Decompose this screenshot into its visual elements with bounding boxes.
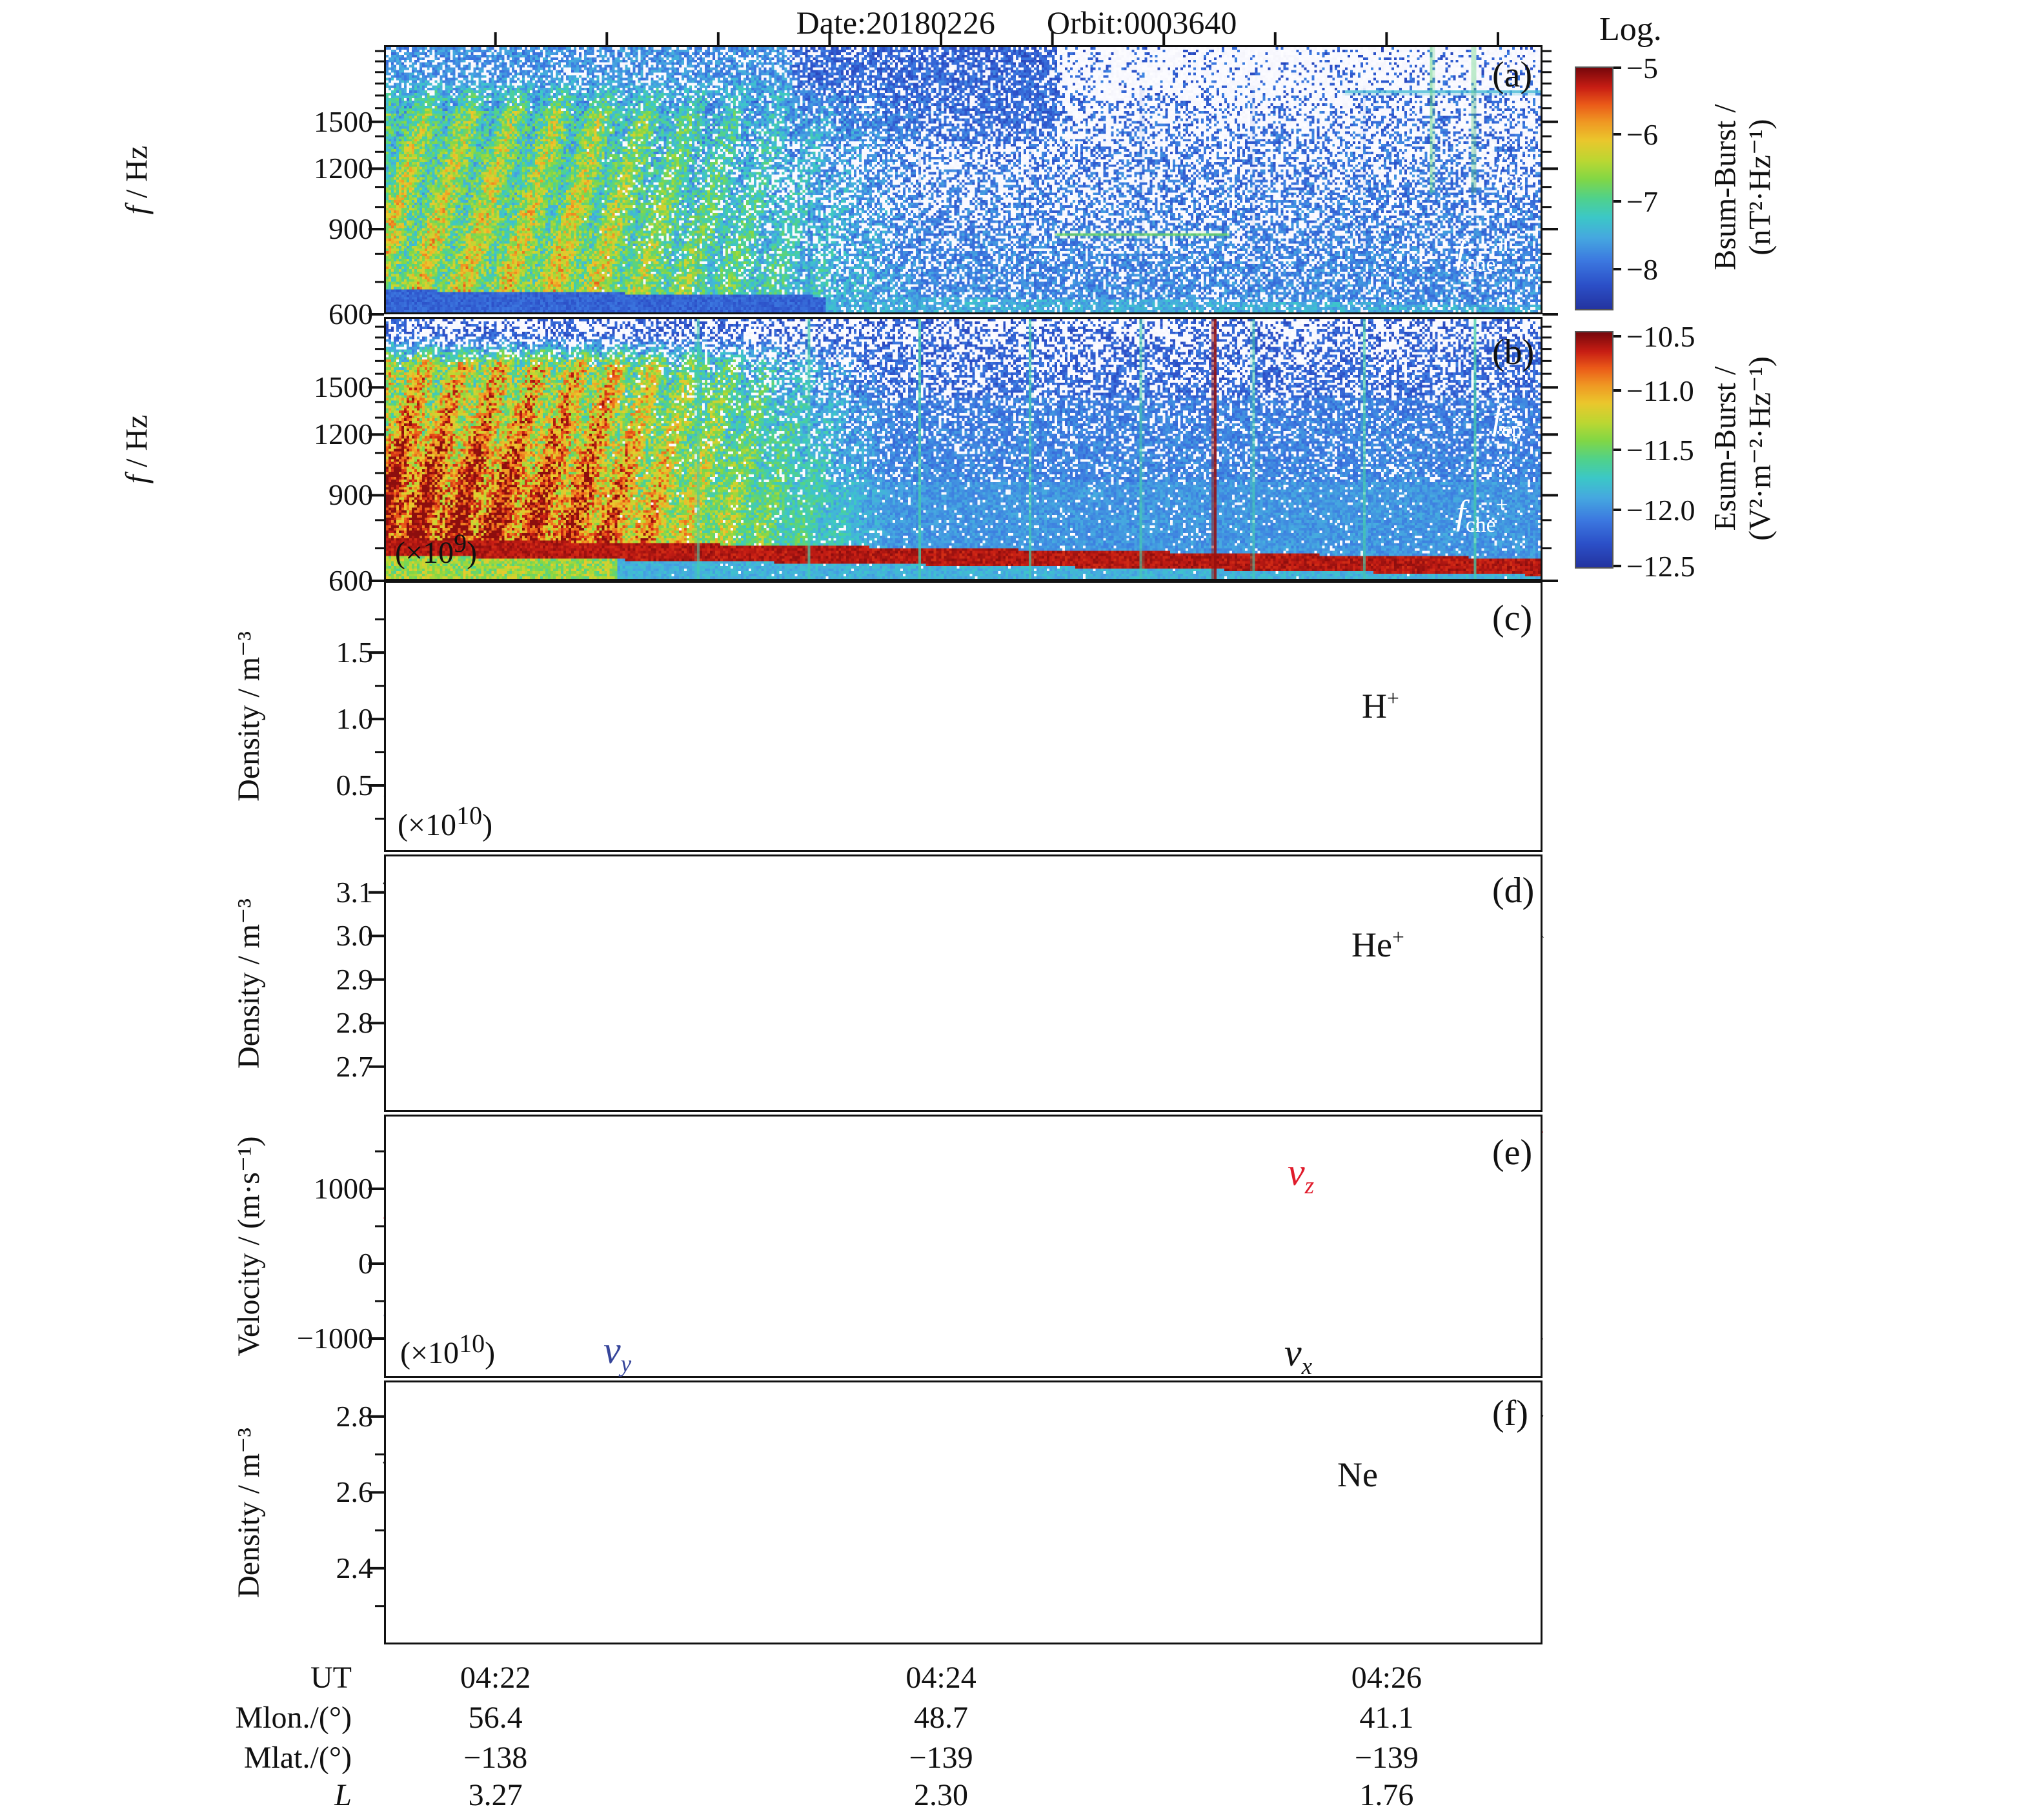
colorbar-a bbox=[1575, 66, 1613, 310]
annotation-e-2: vy bbox=[603, 1329, 632, 1377]
annotation-b-1: fche+ bbox=[1456, 493, 1508, 537]
colorbar-label-a: Bsum-Burst / (nT²·Hz⁻¹) bbox=[1708, 104, 1777, 270]
panel-c bbox=[384, 581, 1542, 852]
panel-e bbox=[384, 1115, 1542, 1378]
panel-letter-d: (d) bbox=[1492, 871, 1535, 911]
panel-letter-b: (b) bbox=[1492, 332, 1535, 372]
panel-b bbox=[384, 317, 1542, 581]
annotation-e-0: vz bbox=[1288, 1151, 1315, 1199]
scale-note-b: (×109) bbox=[395, 529, 478, 570]
panel-f bbox=[384, 1380, 1542, 1644]
colorbar-b bbox=[1575, 331, 1613, 569]
ylabel-b: f / Hz bbox=[119, 414, 154, 483]
panel-a bbox=[384, 45, 1542, 314]
panel-d bbox=[384, 854, 1542, 1112]
orbit-label: Orbit:0003640 bbox=[1046, 5, 1237, 41]
date-label: Date:20180226 bbox=[796, 5, 995, 41]
annotation-d-0: He+ bbox=[1351, 925, 1404, 964]
ylabel-e: Velocity / (m·s⁻¹) bbox=[232, 1136, 266, 1357]
ylabel-f: Density / m⁻³ bbox=[232, 1427, 266, 1598]
scale-note-e: (×1010) bbox=[400, 1329, 496, 1370]
panel-letter-e: (e) bbox=[1492, 1133, 1533, 1173]
ylabel-c: Density / m⁻³ bbox=[232, 631, 266, 802]
annotation-f-0: Ne bbox=[1337, 1455, 1378, 1494]
annotation-b-0: fcp bbox=[1492, 398, 1522, 442]
ylabel-d: Density / m⁻³ bbox=[232, 898, 266, 1069]
spectrogram-b bbox=[386, 319, 1541, 579]
ylabel-a: f / Hz bbox=[119, 145, 154, 214]
panel-letter-c: (c) bbox=[1492, 598, 1533, 638]
panel-letter-f: (f) bbox=[1492, 1393, 1528, 1433]
annotation-e-1: vx bbox=[1284, 1331, 1313, 1380]
colorbar-log-title: Log. bbox=[1599, 11, 1662, 48]
annotation-a-1: fche+ bbox=[1456, 232, 1508, 276]
annotation-c-0: H+ bbox=[1362, 687, 1399, 725]
scale-note-c: (×1010) bbox=[398, 801, 493, 842]
colorbar-label-b: Esum-Burst / (V²·m⁻²·Hz⁻¹) bbox=[1708, 356, 1777, 541]
spectrogram-a bbox=[386, 47, 1541, 312]
annotation-a-0: fcp bbox=[1495, 148, 1525, 192]
panel-letter-a: (a) bbox=[1492, 55, 1533, 95]
figure-title: Date:20180226 Orbit:0003640 bbox=[0, 4, 2033, 41]
